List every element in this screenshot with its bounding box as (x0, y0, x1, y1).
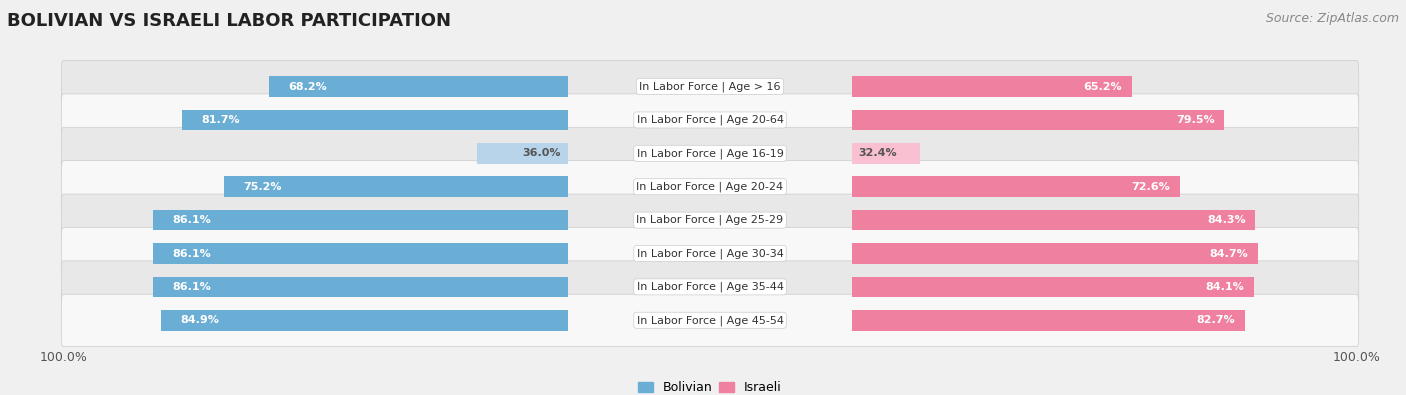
Text: 86.1%: 86.1% (173, 248, 211, 258)
FancyBboxPatch shape (62, 127, 1358, 179)
Text: 75.2%: 75.2% (243, 182, 281, 192)
FancyBboxPatch shape (62, 60, 1358, 113)
Bar (852, 109, 1225, 130)
Text: In Labor Force | Age 45-54: In Labor Force | Age 45-54 (637, 315, 783, 325)
FancyBboxPatch shape (62, 228, 1358, 280)
FancyBboxPatch shape (62, 161, 1358, 213)
Bar (153, 276, 568, 297)
Text: In Labor Force | Age 30-34: In Labor Force | Age 30-34 (637, 248, 783, 259)
FancyBboxPatch shape (62, 94, 1358, 146)
Bar (477, 143, 568, 164)
Bar (224, 177, 568, 197)
Text: In Labor Force | Age > 16: In Labor Force | Age > 16 (640, 81, 780, 92)
Bar (181, 109, 568, 130)
Text: 79.5%: 79.5% (1175, 115, 1215, 125)
Bar (153, 243, 568, 264)
Text: 86.1%: 86.1% (173, 215, 211, 225)
Text: BOLIVIAN VS ISRAELI LABOR PARTICIPATION: BOLIVIAN VS ISRAELI LABOR PARTICIPATION (7, 12, 451, 30)
Bar (852, 310, 1244, 331)
FancyBboxPatch shape (62, 294, 1358, 346)
Bar (852, 210, 1256, 230)
Text: 84.7%: 84.7% (1209, 248, 1249, 258)
Text: 82.7%: 82.7% (1197, 315, 1236, 325)
Text: Source: ZipAtlas.com: Source: ZipAtlas.com (1265, 12, 1399, 25)
Text: 68.2%: 68.2% (288, 82, 328, 92)
Text: 84.3%: 84.3% (1206, 215, 1246, 225)
FancyBboxPatch shape (62, 261, 1358, 313)
Text: In Labor Force | Age 16-19: In Labor Force | Age 16-19 (637, 148, 783, 159)
Bar (852, 276, 1254, 297)
Text: 32.4%: 32.4% (859, 149, 897, 158)
Bar (852, 243, 1258, 264)
Text: In Labor Force | Age 25-29: In Labor Force | Age 25-29 (637, 215, 783, 226)
Text: 81.7%: 81.7% (201, 115, 239, 125)
Text: In Labor Force | Age 35-44: In Labor Force | Age 35-44 (637, 282, 783, 292)
Bar (852, 76, 1132, 97)
FancyBboxPatch shape (62, 194, 1358, 246)
Text: 36.0%: 36.0% (523, 149, 561, 158)
Text: In Labor Force | Age 20-64: In Labor Force | Age 20-64 (637, 115, 783, 125)
Text: 84.9%: 84.9% (180, 315, 219, 325)
Text: 86.1%: 86.1% (173, 282, 211, 292)
Bar (269, 76, 568, 97)
Bar (852, 177, 1180, 197)
Text: 72.6%: 72.6% (1130, 182, 1170, 192)
Text: 84.1%: 84.1% (1205, 282, 1244, 292)
Bar (160, 310, 568, 331)
Text: In Labor Force | Age 20-24: In Labor Force | Age 20-24 (637, 181, 783, 192)
Text: 65.2%: 65.2% (1084, 82, 1122, 92)
Bar (852, 143, 920, 164)
Bar (153, 210, 568, 230)
Legend: Bolivian, Israeli: Bolivian, Israeli (633, 376, 787, 395)
